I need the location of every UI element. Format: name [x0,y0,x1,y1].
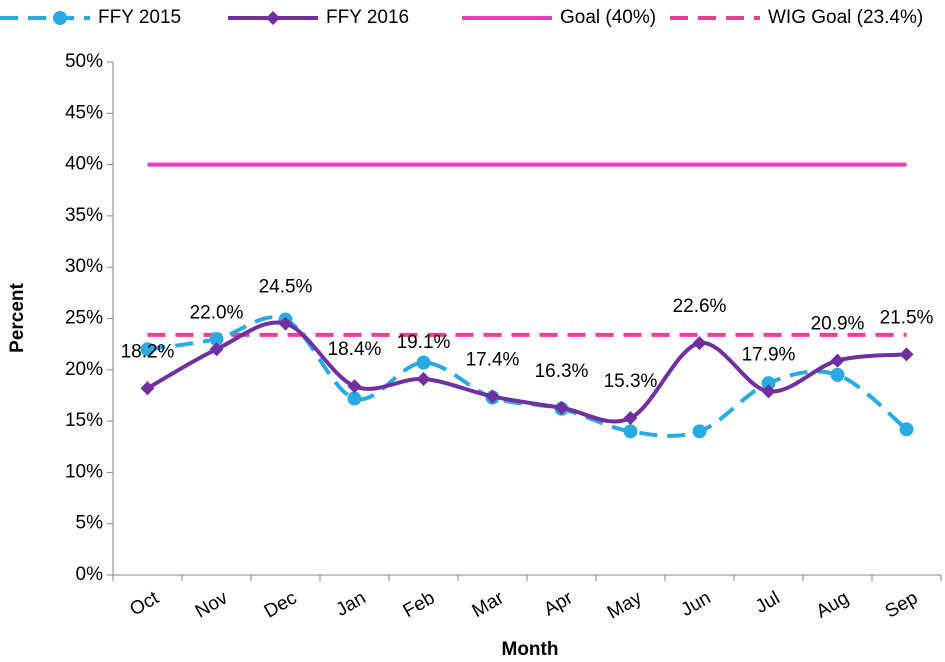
point [347,379,362,394]
point [830,367,845,382]
x-tick-label: Jul [752,587,784,617]
legend-marker [53,11,67,25]
x-tick-label: Mar [469,587,508,622]
data-label: 24.5% [259,277,313,298]
point [554,400,569,415]
point [899,347,914,362]
point [278,316,293,331]
x-axis-label: Month [502,639,559,660]
y-axis-label: Percent [7,282,28,352]
data-label: 18.4% [328,339,382,360]
point [347,391,362,406]
y-tick-label: 25% [65,308,103,329]
y-tick-label: 5% [76,513,104,534]
legend-label: Goal (40%) [560,7,656,28]
point [761,384,776,399]
x-tick-label: May [604,587,646,623]
y-tick-label: 20% [65,359,103,380]
point [692,336,707,351]
data-label: 20.9% [811,314,865,335]
series-line [146,320,907,424]
x-tick-label: Feb [400,587,439,622]
y-tick-label: 30% [65,256,103,277]
point [416,372,431,387]
x-tick-label: Jan [332,587,369,621]
data-label: 16.3% [535,361,589,382]
y-tick-label: 45% [65,102,103,123]
legend-label: FFY 2016 [326,7,409,28]
point [140,381,155,396]
point [485,389,500,404]
data-label: 15.3% [604,371,658,392]
point [140,342,155,357]
point [623,411,638,426]
point [830,353,845,368]
data-label: 17.9% [742,344,796,365]
y-tick-label: 35% [65,205,103,226]
x-tick-label: Dec [261,587,301,622]
data-label: 22.0% [190,302,244,323]
legend-label: WIG Goal (23.4%) [768,7,923,28]
y-tick-label: 50% [65,51,103,72]
data-label: 17.4% [466,349,520,370]
x-tick-label: Sep [882,587,922,622]
point [209,332,224,347]
x-tick-label: Jun [677,587,714,621]
x-tick-label: Oct [126,587,163,620]
x-tick-label: Nov [192,587,232,622]
y-tick-label: 0% [76,564,104,585]
point [761,376,776,391]
data-label: 21.5% [880,307,934,328]
x-tick-label: Apr [540,587,577,620]
legend-label: FFY 2015 [98,7,181,28]
y-tick-label: 15% [65,410,103,431]
point [209,342,224,357]
legend-marker [266,11,280,25]
data-label: 19.1% [397,332,451,353]
point [899,422,914,437]
x-tick-label: Aug [813,587,853,622]
point [416,355,431,370]
data-label: 18.2% [121,341,175,362]
y-tick-label: 40% [65,154,103,175]
y-tick-label: 10% [65,461,103,482]
point [623,424,638,439]
data-label: 22.6% [673,296,727,317]
point [692,424,707,439]
